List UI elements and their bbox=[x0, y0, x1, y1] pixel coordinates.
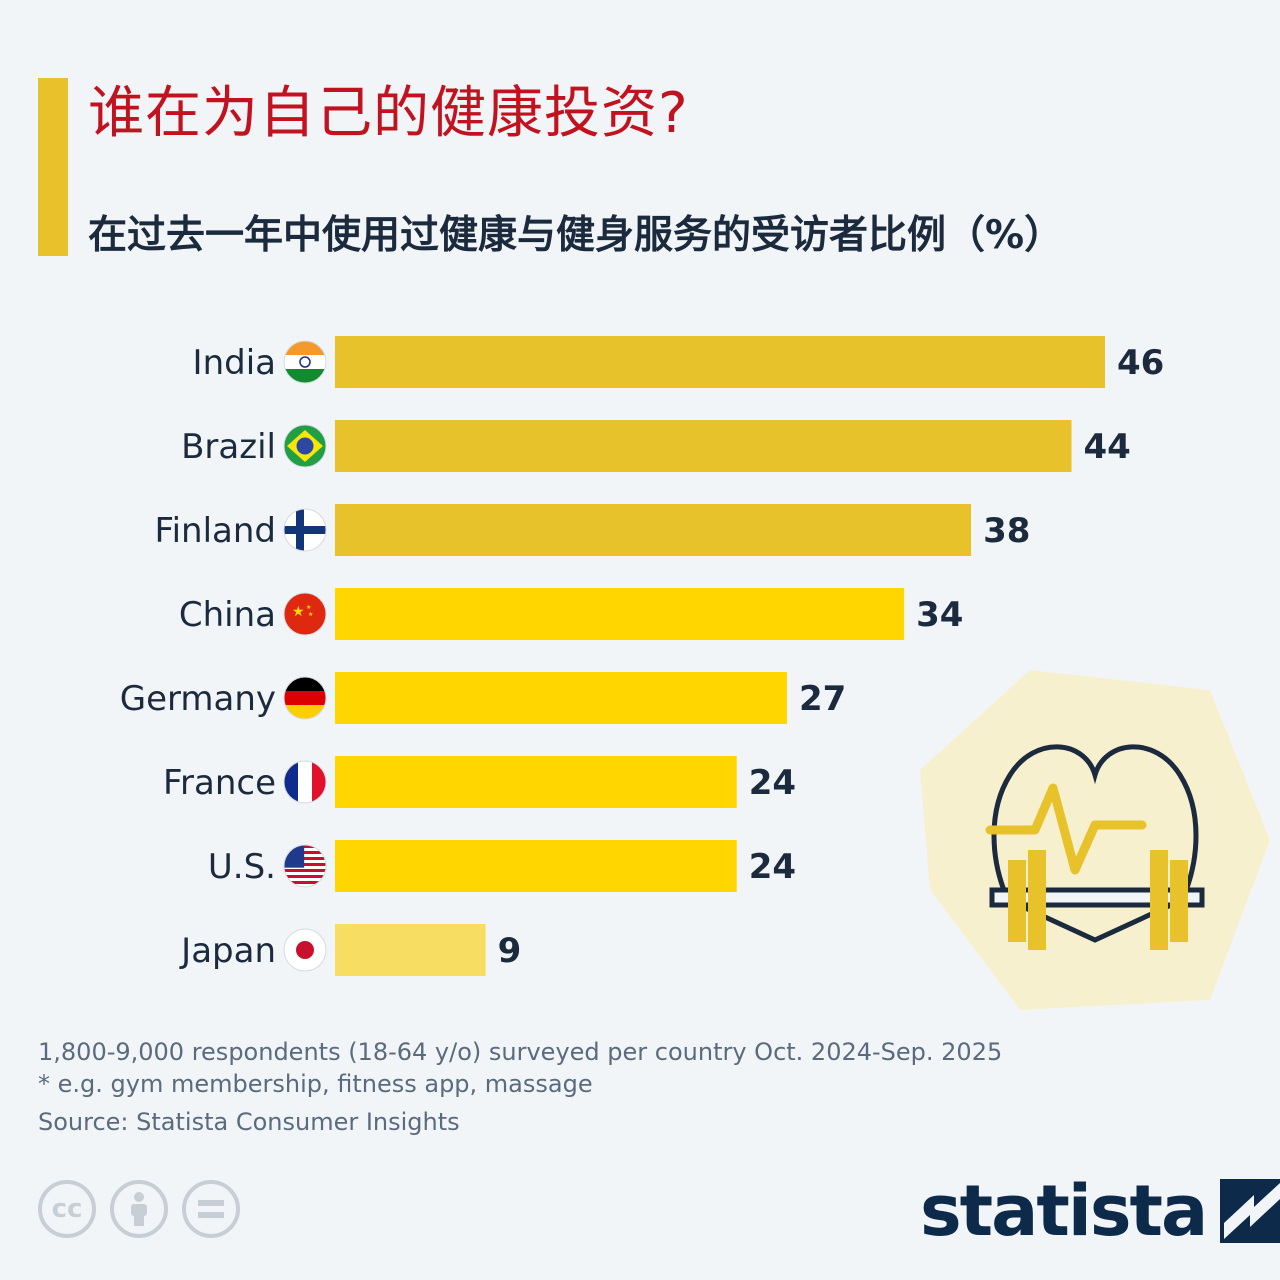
source-text: Source: Statista Consumer Insights bbox=[38, 1108, 460, 1136]
bar-chart: India 46 Brazil 44 Finland 38 China 34 ★ ★★ German… bbox=[120, 336, 1164, 976]
svg-text:★: ★ bbox=[306, 604, 311, 611]
value-label: 44 bbox=[1084, 427, 1131, 467]
value-label: 27 bbox=[799, 679, 846, 719]
cc-icon[interactable]: cc bbox=[38, 1180, 96, 1238]
chart-title: 谁在为自己的健康投资? bbox=[88, 81, 689, 146]
bar-group: India 46 bbox=[193, 336, 1164, 388]
category-label: Japan bbox=[179, 931, 276, 971]
attribution-icon[interactable] bbox=[110, 1180, 168, 1238]
category-label: France bbox=[163, 763, 276, 803]
category-label: India bbox=[193, 343, 276, 383]
value-label: 34 bbox=[916, 595, 963, 635]
chart-notes: 1,800-9,000 respondents (18-64 y/o) surv… bbox=[38, 1036, 1002, 1100]
bar bbox=[335, 756, 737, 808]
bar-group: Finland 38 bbox=[155, 504, 1030, 556]
no-derivatives-icon[interactable] bbox=[182, 1180, 240, 1238]
france-flag-icon bbox=[283, 760, 327, 804]
us-flag-icon bbox=[283, 844, 327, 888]
category-label: Finland bbox=[155, 511, 277, 551]
value-label: 46 bbox=[1117, 343, 1164, 383]
category-label: Germany bbox=[120, 679, 276, 719]
heart-dumbbell-icon bbox=[920, 670, 1270, 1010]
value-label: 24 bbox=[749, 763, 796, 803]
bar bbox=[335, 840, 737, 892]
bar bbox=[335, 504, 972, 556]
germany-flag-icon bbox=[283, 676, 327, 720]
brand-name: statista bbox=[920, 1170, 1208, 1252]
bar-group: Brazil 44 bbox=[181, 420, 1131, 472]
bar-group: U.S. 24 bbox=[208, 840, 796, 892]
china-flag-icon: ★ ★★ bbox=[283, 592, 327, 636]
value-label: 9 bbox=[498, 931, 522, 971]
bar-group: Germany 27 bbox=[120, 672, 846, 724]
bar-group: France 24 bbox=[163, 756, 796, 808]
title-accent-bar bbox=[38, 78, 68, 256]
brazil-flag-icon bbox=[283, 424, 327, 468]
india-flag-icon bbox=[283, 340, 327, 384]
note-footnote: * e.g. gym membership, fitness app, mass… bbox=[38, 1070, 593, 1098]
statista-logo-icon bbox=[1220, 1179, 1280, 1243]
svg-text:★: ★ bbox=[292, 604, 305, 620]
japan-flag-icon bbox=[283, 928, 327, 972]
bar bbox=[335, 420, 1072, 472]
finland-flag-icon bbox=[283, 508, 327, 552]
chart-subtitle: 在过去一年中使用过健康与健身服务的受访者比例（%） bbox=[88, 213, 1064, 258]
bar bbox=[335, 588, 905, 640]
bar bbox=[335, 672, 787, 724]
bar bbox=[335, 924, 486, 976]
category-label: Brazil bbox=[181, 427, 276, 467]
bar-group: China 34 ★ ★★ bbox=[179, 588, 963, 640]
value-label: 38 bbox=[983, 511, 1030, 551]
license-icons: cc bbox=[38, 1180, 240, 1238]
statista-logo[interactable]: statista bbox=[920, 1170, 1280, 1252]
bar bbox=[335, 336, 1105, 388]
note-sample: 1,800-9,000 respondents (18-64 y/o) surv… bbox=[38, 1038, 1003, 1066]
category-label: China bbox=[179, 595, 276, 635]
svg-text:★: ★ bbox=[308, 611, 313, 618]
bar-group: Japan 9 bbox=[179, 924, 521, 976]
value-label: 24 bbox=[749, 847, 796, 887]
category-label: U.S. bbox=[208, 847, 276, 887]
